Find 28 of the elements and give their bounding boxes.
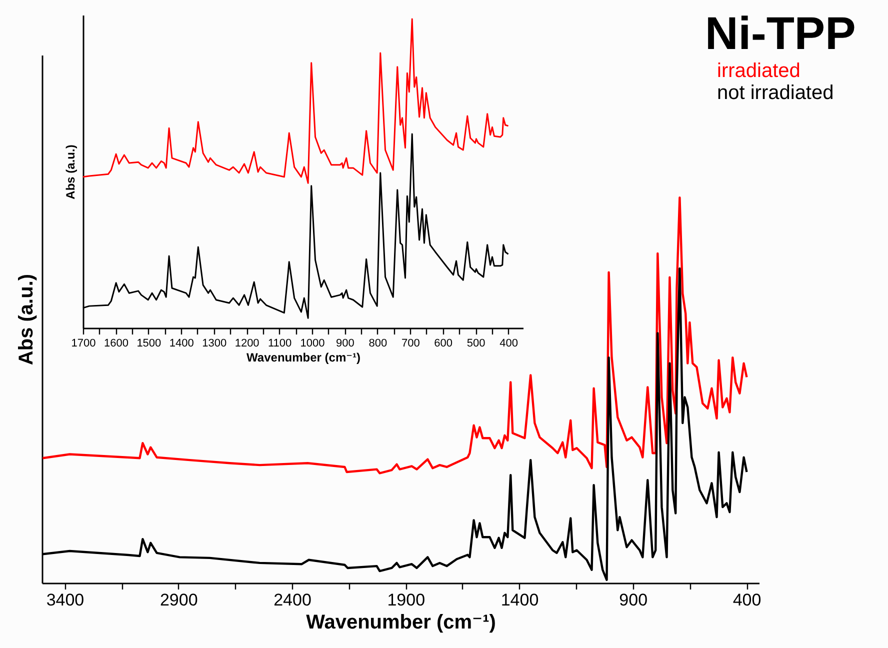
- x-axis-title: Wavenumber (cm⁻¹): [306, 612, 496, 634]
- x-tick-label: 1400: [169, 338, 194, 350]
- x-tick-label: 1200: [234, 338, 260, 350]
- x-tick-label: 700: [401, 338, 420, 350]
- x-tick-label: 1500: [136, 338, 162, 350]
- x-tick-label: 2900: [160, 590, 198, 610]
- x-tick-label: 500: [466, 338, 486, 350]
- x-tick-label: 1400: [500, 590, 539, 610]
- x-axis-title: Wavenumber (cm⁻¹): [246, 350, 360, 364]
- x-tick-label: 1300: [202, 338, 227, 350]
- text: irradiated: [717, 60, 800, 82]
- y-axis-title: Abs (a.u.): [16, 274, 38, 366]
- x-tick-label: 900: [619, 590, 648, 610]
- x-tick-label: 400: [732, 590, 762, 610]
- x-tick-label: 800: [368, 338, 388, 350]
- x-tick-label: 3400: [46, 590, 84, 610]
- x-tick-label: 1000: [300, 338, 325, 350]
- x-tick-label: 1900: [387, 590, 426, 610]
- x-tick-label: 600: [434, 338, 453, 350]
- x-tick-label: 1600: [104, 338, 128, 350]
- x-tick-label: 1100: [268, 338, 292, 350]
- text: not irradiated: [717, 82, 834, 104]
- x-tick-label: 1700: [71, 338, 96, 350]
- x-tick-label: 900: [336, 338, 354, 350]
- x-tick-label: 2400: [274, 590, 312, 610]
- x-tick-label: 400: [500, 338, 518, 350]
- y-axis-title: Abs (a.u.): [64, 144, 78, 200]
- legend-title: Ni-TPP: [705, 7, 856, 59]
